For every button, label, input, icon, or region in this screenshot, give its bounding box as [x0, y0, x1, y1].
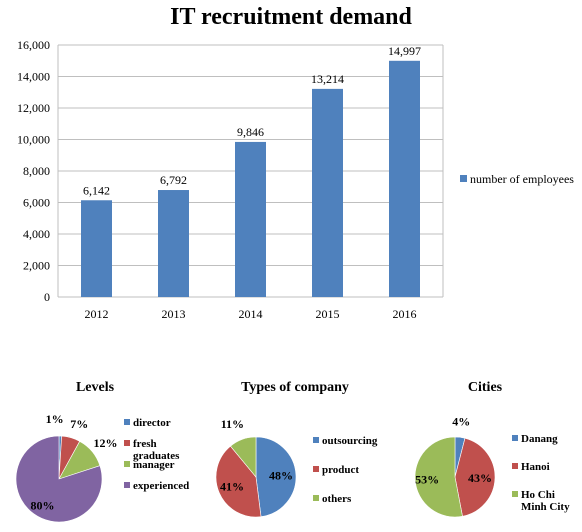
bar	[158, 190, 189, 297]
pie-value-label: 80%	[31, 499, 55, 513]
legend-swatch	[124, 419, 130, 425]
pie-slice	[215, 445, 262, 518]
legend-label-line: graduates	[133, 450, 180, 462]
pie-value-label: 41%	[220, 480, 244, 494]
pie-slice	[15, 435, 103, 523]
y-tick-label: 0	[44, 290, 50, 304]
y-tick-label: 4,000	[23, 227, 50, 241]
legend-label: director	[133, 417, 171, 429]
legend-label: Ho Chi Minh City	[521, 489, 570, 513]
bar-data-label: 13,214	[311, 72, 344, 86]
legend-label: product	[322, 464, 359, 476]
pie-title-types: Types of company	[241, 380, 349, 395]
legend-swatch	[512, 435, 518, 441]
y-tick-label: 10,000	[17, 133, 50, 147]
legend-label: manager	[133, 459, 175, 471]
legend-swatch	[460, 175, 467, 182]
legend-swatch	[512, 491, 518, 497]
bar	[389, 60, 420, 298]
x-tick-label: 2012	[85, 307, 109, 321]
pie-title-cities: Cities	[467, 380, 503, 395]
legend-label-line: Minh City	[521, 501, 570, 513]
y-tick-label: 2,000	[23, 259, 50, 273]
pie-value-label: 43%	[468, 471, 492, 485]
pie-value-label: 12%	[94, 436, 118, 450]
x-tick-label: 2013	[162, 307, 186, 321]
legend-swatch	[124, 461, 130, 467]
pie-slice	[414, 436, 463, 518]
legend-label-line: others	[322, 493, 352, 505]
legend-swatch	[512, 463, 518, 469]
y-tick-label: 14,000	[17, 70, 50, 84]
x-tick-label: 2016	[393, 307, 417, 321]
legend-label: experienced	[133, 480, 189, 492]
chart-title: IT recruitment demand	[170, 4, 412, 30]
y-axis: 0 2,000 4,000 6,000 8,000 10,000 12,000 14,000 1…	[17, 38, 50, 304]
legend-swatch	[313, 437, 319, 443]
pie-slice	[230, 436, 257, 478]
pie-title-levels: Levels	[75, 380, 115, 395]
x-axis: 2012 2013 2014 2015 2016	[85, 307, 417, 321]
y-tick-label: 6,000	[23, 196, 50, 210]
y-tick-label: 16,000	[17, 38, 50, 52]
legend-label: fresh graduates	[133, 438, 180, 462]
pie-slice	[454, 436, 466, 478]
bar-data-label: 9,846	[237, 125, 264, 139]
bar	[235, 141, 266, 297]
legend-swatch	[124, 482, 130, 488]
pie-value-label: 4%	[452, 414, 470, 428]
legend-swatch	[313, 466, 319, 472]
legend-label-line: director	[133, 417, 171, 429]
pie-slice	[58, 435, 81, 480]
legend-swatch	[124, 440, 130, 446]
bar-data-label: 6,792	[160, 173, 187, 187]
legend-label-line: outsourcing	[322, 435, 378, 447]
bars	[81, 60, 420, 298]
bar	[312, 88, 343, 297]
legend-label-line: product	[322, 464, 359, 476]
bar	[81, 200, 112, 297]
legend-label-line: manager	[133, 459, 175, 471]
y-tick-label: 8,000	[23, 164, 50, 178]
legend-label: outsourcing	[322, 435, 378, 447]
pie-slice	[454, 437, 496, 517]
legend-label-line: Ho Chi	[521, 489, 555, 501]
legend-swatch	[313, 495, 319, 501]
x-tick-label: 2015	[316, 307, 340, 321]
pie-value-label: 11%	[221, 417, 244, 431]
legend-label: others	[322, 493, 352, 505]
pie-value-label: 7%	[70, 417, 88, 431]
pie-value-label: 48%	[269, 469, 293, 483]
bar-chart: 0 2,000 4,000 6,000 8,000 10,000 12,000 14,000 1…	[17, 38, 574, 321]
bar-data-label: 14,997	[388, 44, 421, 58]
legend-label: Danang	[521, 433, 558, 445]
pie-3: 4% 43% 53% Danang Hanoi Ho Chi Minh City	[414, 414, 570, 518]
legend-label: number of employees	[470, 172, 574, 186]
y-tick-label: 12,000	[17, 101, 50, 115]
pie-value-label: 53%	[415, 472, 439, 486]
legend-label-line: Hanoi	[521, 461, 550, 473]
pie-2: 48% 41% 11% outsourcing product others	[215, 417, 378, 518]
legend: number of employees	[460, 172, 574, 186]
legend-label: Hanoi	[521, 461, 550, 473]
pie-slice	[58, 435, 63, 480]
legend-label-line: fresh	[133, 438, 157, 450]
legend-label-line: Danang	[521, 433, 558, 445]
legend-label-line: experienced	[133, 480, 189, 492]
pie-value-label: 1%	[46, 412, 64, 426]
pie-slice	[255, 436, 297, 518]
x-tick-label: 2014	[239, 307, 263, 321]
bar-data-label: 6,142	[83, 183, 110, 197]
pie-slice	[58, 440, 101, 480]
data-labels: 6,142 6,792 9,846 13,214 14,997	[83, 44, 421, 197]
